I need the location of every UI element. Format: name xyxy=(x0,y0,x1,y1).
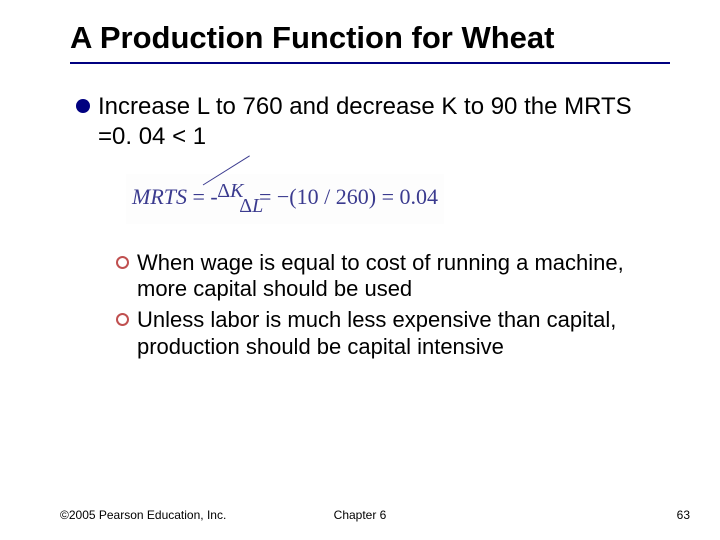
slide: A Production Function for Wheat Increase… xyxy=(0,0,720,540)
bullet-l2-text-0: When wage is equal to cost of running a … xyxy=(137,250,670,304)
formula-denominator: ΔL xyxy=(239,195,265,218)
formula-rhs: 0.04 xyxy=(399,184,438,209)
footer-page-number: 63 xyxy=(677,508,690,522)
disc-icon xyxy=(76,99,90,113)
formula-block: MRTS = - ΔK ΔL = −(10 / 260) = 0.04 xyxy=(126,174,670,224)
mrts-formula: MRTS = - ΔK ΔL = −(10 / 260) = 0.04 xyxy=(126,174,444,224)
formula-eq3: = xyxy=(382,184,394,209)
formula-fraction: ΔK ΔL xyxy=(225,176,251,222)
footer-copyright: ©2005 Pearson Education, Inc. xyxy=(60,508,226,522)
footer-chapter: Chapter 6 xyxy=(334,508,387,522)
bullet-level2: When wage is equal to cost of running a … xyxy=(116,250,670,304)
circle-icon xyxy=(116,256,129,269)
formula-eq1: = xyxy=(193,184,205,209)
bullet-level1: Increase L to 760 and decrease K to 90 t… xyxy=(76,92,670,152)
bullet-l1-text: Increase L to 760 and decrease K to 90 t… xyxy=(98,92,670,152)
bullet-level2: Unless labor is much less expensive than… xyxy=(116,307,670,361)
formula-lhs: MRTS xyxy=(132,184,187,209)
slide-title: A Production Function for Wheat xyxy=(70,20,670,56)
bullet-l2-text-1: Unless labor is much less expensive than… xyxy=(137,307,670,361)
slide-footer: ©2005 Pearson Education, Inc. Chapter 6 … xyxy=(0,508,720,522)
circle-icon xyxy=(116,313,129,326)
formula-mid: −(10 / 260) xyxy=(277,184,376,209)
title-underline xyxy=(70,62,670,64)
